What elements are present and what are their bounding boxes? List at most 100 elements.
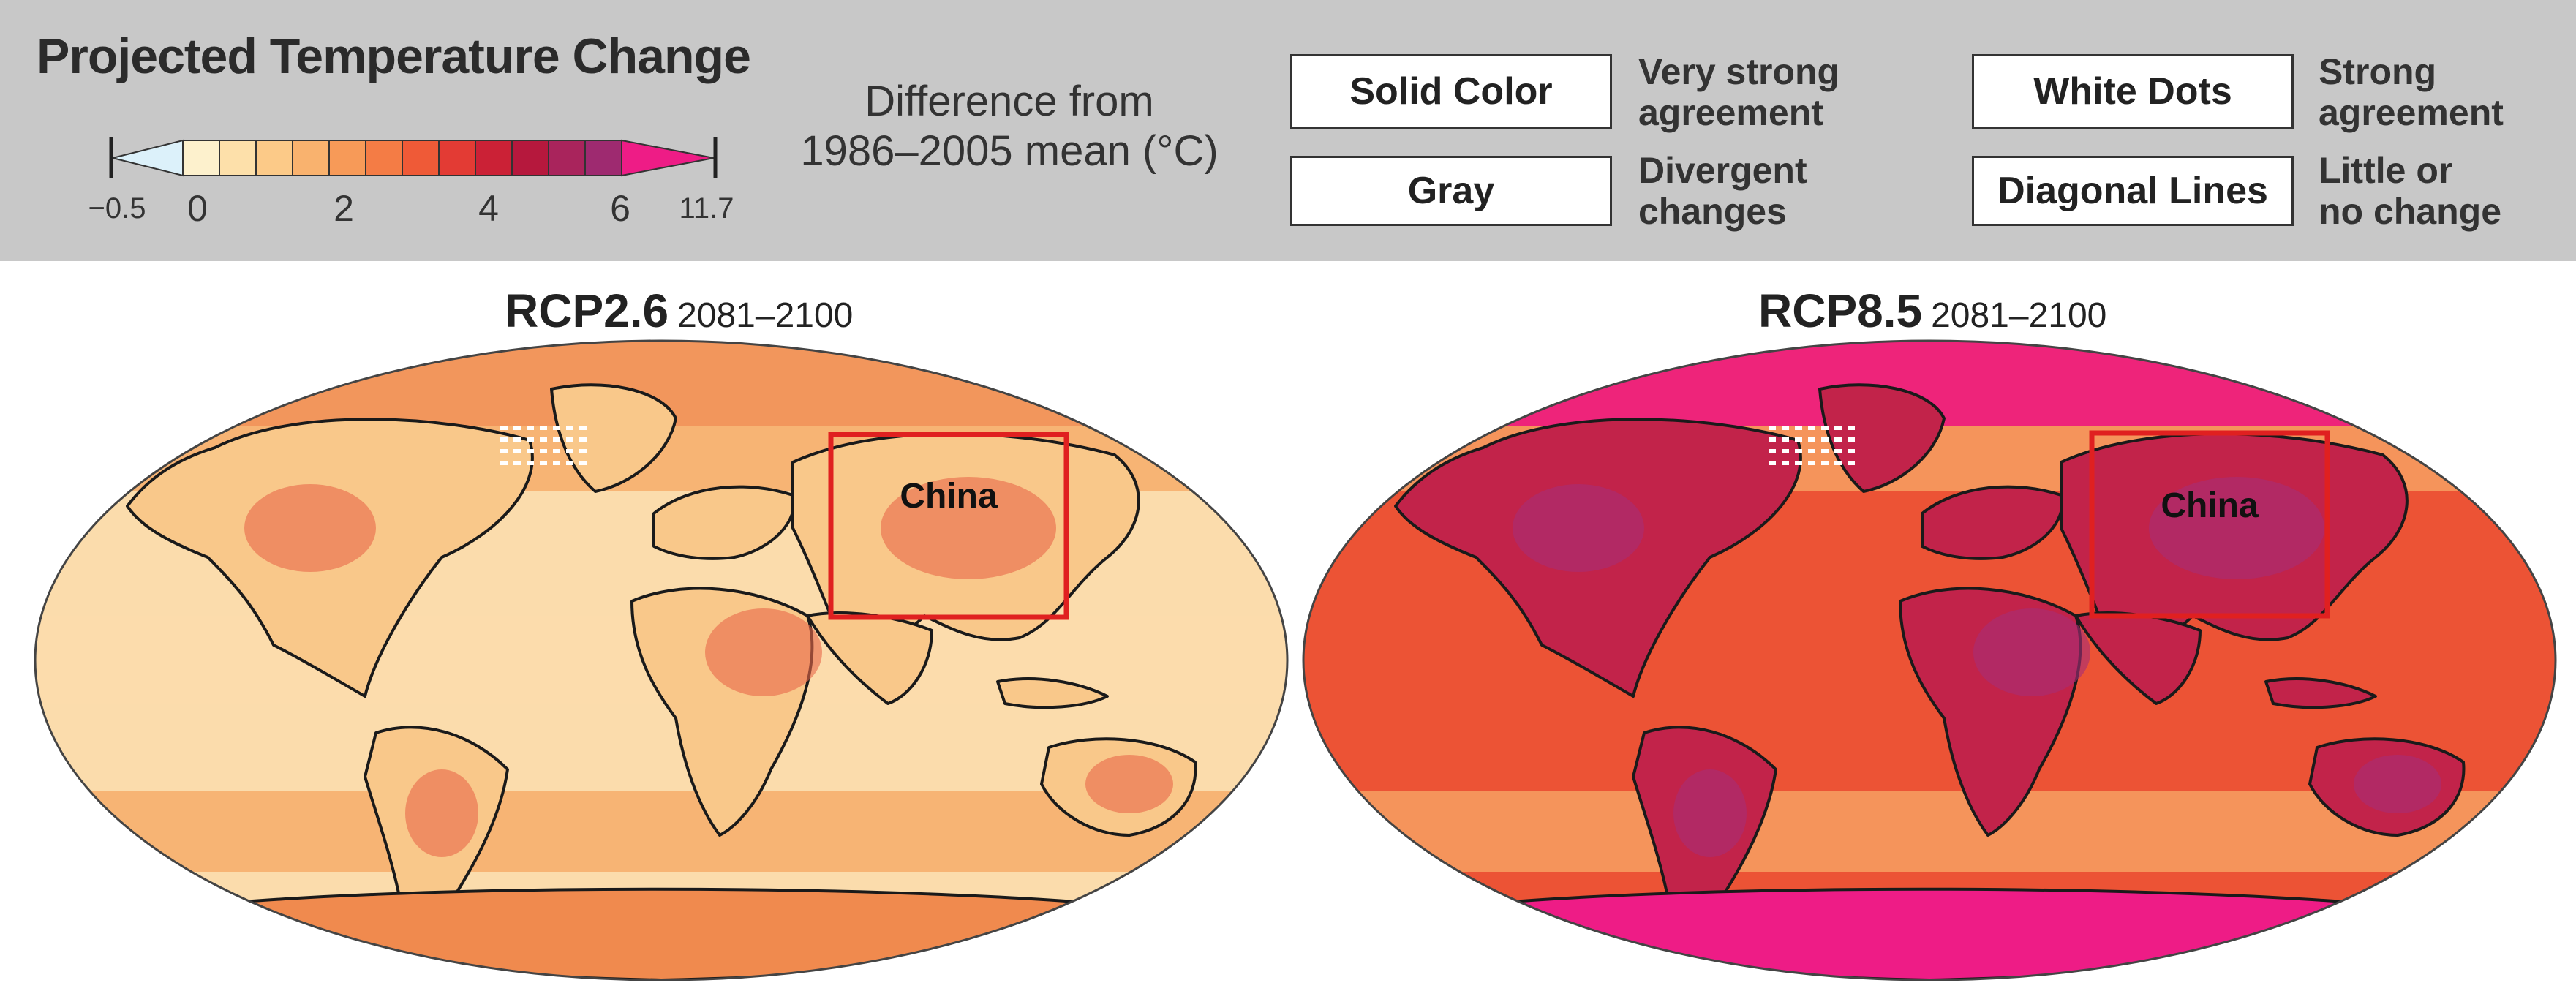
stipple-dot xyxy=(500,449,508,453)
scale-label-min: −0.5 xyxy=(88,192,146,225)
agreement-desc-white-dots: Strong agreement xyxy=(2319,51,2504,133)
stipple-dot xyxy=(540,437,547,442)
scale-cell xyxy=(219,140,257,176)
indonesia-shape xyxy=(2264,677,2377,709)
warming-hotspot xyxy=(705,608,822,696)
stipple-dot xyxy=(500,426,508,430)
stipple-dot xyxy=(1782,437,1789,442)
scale-cell xyxy=(365,140,403,176)
stipple-dot xyxy=(1821,461,1829,465)
agreement-desc-line: agreement xyxy=(1638,92,1823,133)
legend-panel: Projected Temperature Change −0.5 0 2 4 … xyxy=(0,0,2576,261)
agreement-desc-line: Divergent xyxy=(1638,150,1807,191)
scale-cell xyxy=(402,140,440,176)
stipple-dot xyxy=(500,437,508,442)
scale-cell xyxy=(292,140,330,176)
stipple-dot xyxy=(1848,461,1855,465)
difference-caption: Difference from 1986–2005 mean (°C) xyxy=(761,77,1258,176)
scale-cell-below xyxy=(112,139,184,177)
scale-cell xyxy=(548,140,586,176)
stipple-dot xyxy=(1834,437,1842,442)
china-label: China xyxy=(2161,486,2259,525)
agreement-desc-solid-color: Very strong agreement xyxy=(1638,51,1839,133)
difference-line-1: Difference from xyxy=(865,78,1154,125)
scale-label-2: 2 xyxy=(334,188,354,229)
map-content xyxy=(35,341,1287,980)
stipple-dot xyxy=(1808,461,1815,465)
map-outline xyxy=(1302,339,2557,981)
color-scale-bar xyxy=(109,137,718,178)
scale-cell xyxy=(255,140,293,176)
legend-title: Projected Temperature Change xyxy=(37,29,751,84)
stipple-dot xyxy=(1808,449,1815,453)
warming-hotspot xyxy=(2149,477,2324,579)
stipple-dot xyxy=(1782,461,1789,465)
stipple-dot xyxy=(513,449,521,453)
stipple-dot xyxy=(1834,426,1842,430)
antarctica-shape xyxy=(170,887,1153,980)
map-title-rcp85: RCP8.5 2081–2100 xyxy=(1758,284,2106,338)
agreement-desc-line: no change xyxy=(2319,191,2502,232)
white-dots-area xyxy=(500,426,587,465)
stipple-dot xyxy=(540,449,547,453)
scenario-label: RCP8.5 xyxy=(1758,285,1923,337)
world-map-rcp26: China xyxy=(34,339,1289,981)
china-highlight-box xyxy=(828,432,1069,620)
stipple-dot xyxy=(1782,449,1789,453)
scenario-label: RCP2.6 xyxy=(505,285,669,337)
stipple-dot xyxy=(566,449,573,453)
scale-label-4: 4 xyxy=(478,188,499,229)
world-map-rcp85: China xyxy=(1302,339,2557,981)
stipple-dot xyxy=(1821,449,1829,453)
stipple-dot xyxy=(1848,437,1855,442)
stipple-dot xyxy=(527,449,534,453)
warming-hotspot xyxy=(1973,608,2090,696)
stipple-dot xyxy=(1848,449,1855,453)
stipple-dot xyxy=(1795,461,1802,465)
stipple-dot xyxy=(579,461,587,465)
stipple-dot xyxy=(1821,437,1829,442)
stipple-dot xyxy=(566,437,573,442)
stipple-dot xyxy=(527,461,534,465)
agreement-desc-line: agreement xyxy=(2319,92,2504,133)
agreement-box-gray: Gray xyxy=(1290,156,1612,226)
warming-hotspot xyxy=(881,477,1056,579)
warming-hotspot xyxy=(244,484,376,572)
stipple-dot xyxy=(1769,449,1776,453)
scale-cell xyxy=(475,140,513,176)
map-content xyxy=(1303,341,2556,980)
europe-shape xyxy=(1921,485,2064,560)
warming-hotspot xyxy=(2354,755,2441,813)
scale-cell xyxy=(328,140,366,176)
stipple-dot xyxy=(579,449,587,453)
scale-label-0: 0 xyxy=(187,188,208,229)
stipple-dot xyxy=(1795,449,1802,453)
stipple-dot xyxy=(1808,426,1815,430)
scale-cell xyxy=(511,140,549,176)
stipple-dot xyxy=(1782,426,1789,430)
stipple-dot xyxy=(500,461,508,465)
stipple-dot xyxy=(1769,461,1776,465)
scale-label-6: 6 xyxy=(610,188,630,229)
stipple-dot xyxy=(566,461,573,465)
agreement-desc-line: changes xyxy=(1638,191,1787,232)
temperature-color-scale: −0.5 0 2 4 6 11.7 xyxy=(88,130,734,229)
arabia-india-shape xyxy=(806,611,933,705)
stipple-dot xyxy=(553,426,560,430)
stipple-dot xyxy=(527,437,534,442)
agreement-desc-gray: Divergent changes xyxy=(1638,150,1807,232)
stipple-dot xyxy=(566,426,573,430)
stipple-dot xyxy=(1821,426,1829,430)
period-label: 2081–2100 xyxy=(677,296,854,335)
agreement-desc-line: Strong xyxy=(2319,51,2437,92)
period-label: 2081–2100 xyxy=(1931,296,2107,335)
scale-cell xyxy=(584,140,622,176)
map-outline xyxy=(34,339,1289,981)
stipple-dot xyxy=(579,437,587,442)
scale-cell xyxy=(438,140,476,176)
warming-hotspot xyxy=(1085,755,1173,813)
stipple-dot xyxy=(579,426,587,430)
stipple-dot xyxy=(553,437,560,442)
warming-hotspot xyxy=(1673,769,1747,857)
china-label: China xyxy=(900,477,998,516)
